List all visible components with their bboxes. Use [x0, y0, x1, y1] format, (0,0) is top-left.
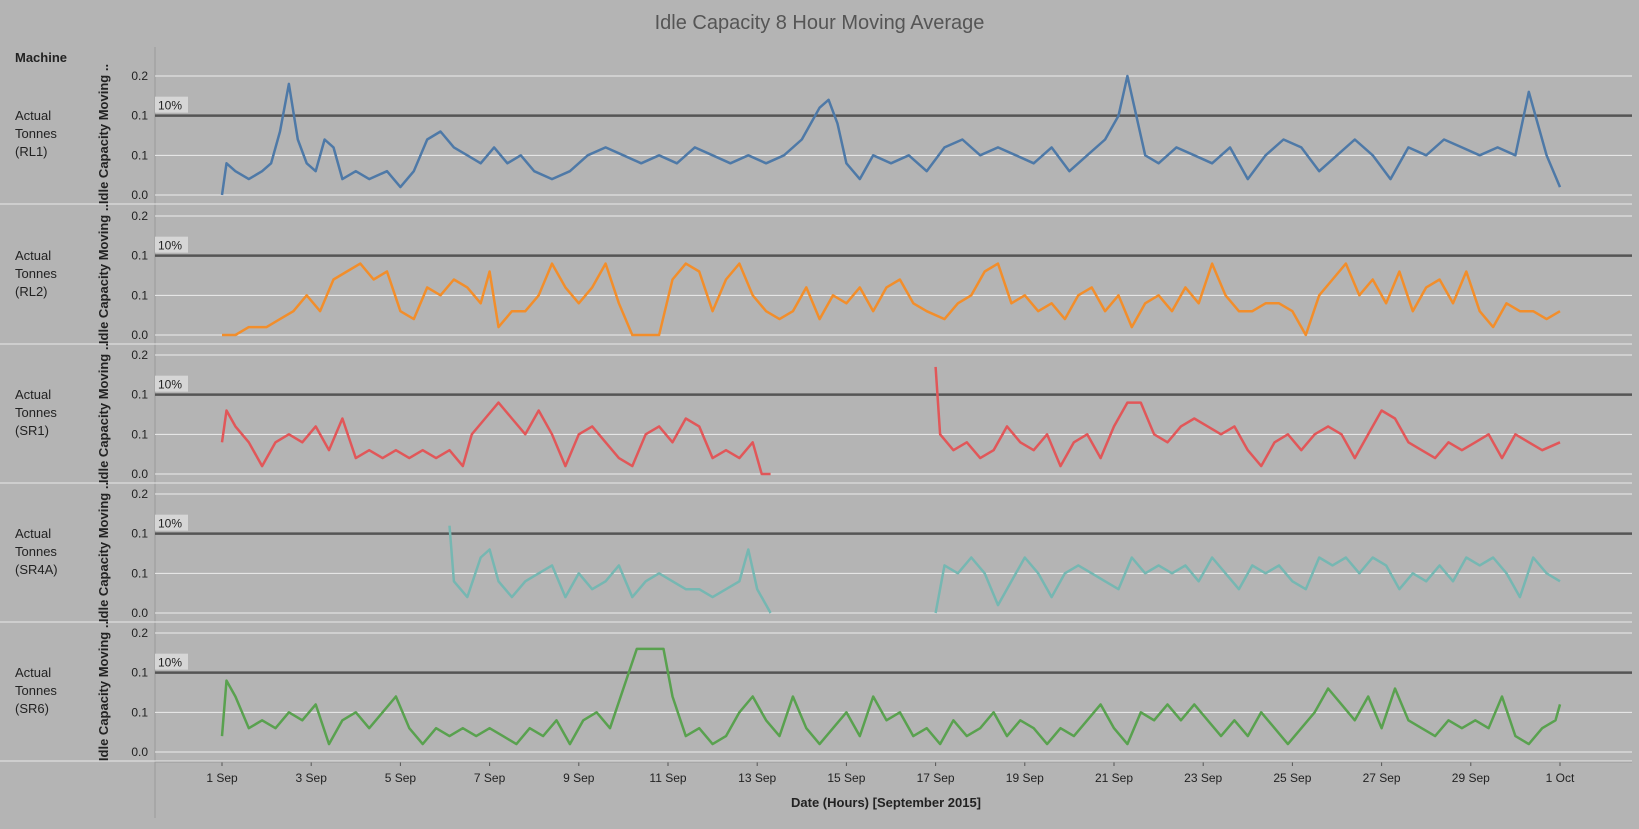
y-tick-label: 0.0: [131, 606, 148, 620]
reference-label: 10%: [158, 656, 182, 670]
row-header: Machine: [15, 50, 67, 65]
x-tick-label: 9 Sep: [563, 771, 595, 785]
x-tick-label: 11 Sep: [649, 771, 686, 785]
y-tick-label: 0.2: [131, 348, 148, 362]
x-tick-label: 15 Sep: [827, 771, 865, 785]
x-tick-label: 29 Sep: [1452, 771, 1490, 785]
y-tick-label: 0.1: [131, 148, 148, 162]
x-tick-label: 19 Sep: [1006, 771, 1044, 785]
reference-label-bg: [155, 236, 188, 253]
row-label: Tonnes: [15, 266, 57, 281]
reference-label-bg: [155, 375, 188, 392]
series-line: [934, 366, 1561, 468]
y-tick-label: 0.0: [131, 188, 148, 202]
x-tick-label: 1 Oct: [1546, 771, 1575, 785]
y-tick-label: 0.0: [131, 467, 148, 481]
y-tick-label: 0.1: [131, 427, 148, 441]
row-label: (SR4A): [15, 562, 58, 577]
y-tick-label: 0.1: [131, 109, 148, 123]
series-line: [220, 74, 1562, 196]
y-tick-label: 0.1: [131, 666, 148, 680]
reference-label-bg: [155, 96, 188, 113]
reference-label-bg: [155, 514, 188, 531]
row-label: Actual: [15, 387, 51, 402]
row-label: Actual: [15, 248, 51, 263]
row-label: Actual: [15, 108, 51, 123]
y-tick-label: 0.1: [131, 527, 148, 541]
y-tick-label: 0.1: [131, 705, 148, 719]
x-tick-label: 3 Sep: [296, 771, 328, 785]
y-axis-label: Idle Capacity Moving ..: [96, 482, 111, 622]
x-axis-label: Date (Hours) [September 2015]: [791, 795, 981, 810]
y-axis-label: Idle Capacity Moving ..: [96, 621, 111, 761]
x-tick-label: 27 Sep: [1363, 771, 1401, 785]
x-tick-label: 17 Sep: [917, 771, 955, 785]
y-tick-label: 0.2: [131, 69, 148, 83]
row-label: Tonnes: [15, 126, 57, 141]
row-label: Tonnes: [15, 544, 57, 559]
row-label: Actual: [15, 665, 51, 680]
y-tick-label: 0.2: [131, 209, 148, 223]
reference-label-bg: [155, 653, 188, 670]
y-axis-label: Idle Capacity Moving ..: [96, 64, 111, 204]
row-label: (SR1): [15, 423, 49, 438]
series-line: [934, 556, 1561, 614]
y-axis-label: Idle Capacity Moving ..: [96, 204, 111, 344]
x-tick-label: 13 Sep: [738, 771, 776, 785]
series-line: [222, 262, 1561, 337]
reference-label: 10%: [158, 517, 182, 531]
y-tick-label: 0.2: [131, 626, 148, 640]
y-tick-label: 0.0: [131, 745, 148, 759]
reference-label: 10%: [158, 99, 182, 113]
y-tick-label: 0.1: [131, 388, 148, 402]
row-label: Tonnes: [15, 683, 57, 698]
row-label: (SR6): [15, 701, 49, 716]
x-tick-label: 5 Sep: [385, 771, 417, 785]
y-axis-label: Idle Capacity Moving ..: [96, 343, 111, 483]
y-tick-label: 0.0: [131, 328, 148, 342]
reference-label: 10%: [158, 239, 182, 253]
row-label: Actual: [15, 526, 51, 541]
row-label: (RL2): [15, 284, 48, 299]
x-tick-label: 1 Sep: [206, 771, 238, 785]
y-tick-label: 0.1: [131, 249, 148, 263]
series-line: [220, 401, 771, 476]
x-tick-label: 25 Sep: [1273, 771, 1311, 785]
y-tick-label: 0.1: [131, 288, 148, 302]
series-line: [220, 647, 1562, 746]
y-tick-label: 0.1: [131, 566, 148, 580]
chart-title: Idle Capacity 8 Hour Moving Average: [654, 12, 985, 34]
y-tick-label: 0.2: [131, 487, 148, 501]
row-label: Tonnes: [15, 405, 57, 420]
series-line: [448, 525, 772, 614]
reference-label: 10%: [158, 378, 182, 392]
row-label: (RL1): [15, 144, 48, 159]
x-tick-label: 7 Sep: [474, 771, 506, 785]
x-tick-label: 21 Sep: [1095, 771, 1133, 785]
x-tick-label: 23 Sep: [1184, 771, 1222, 785]
